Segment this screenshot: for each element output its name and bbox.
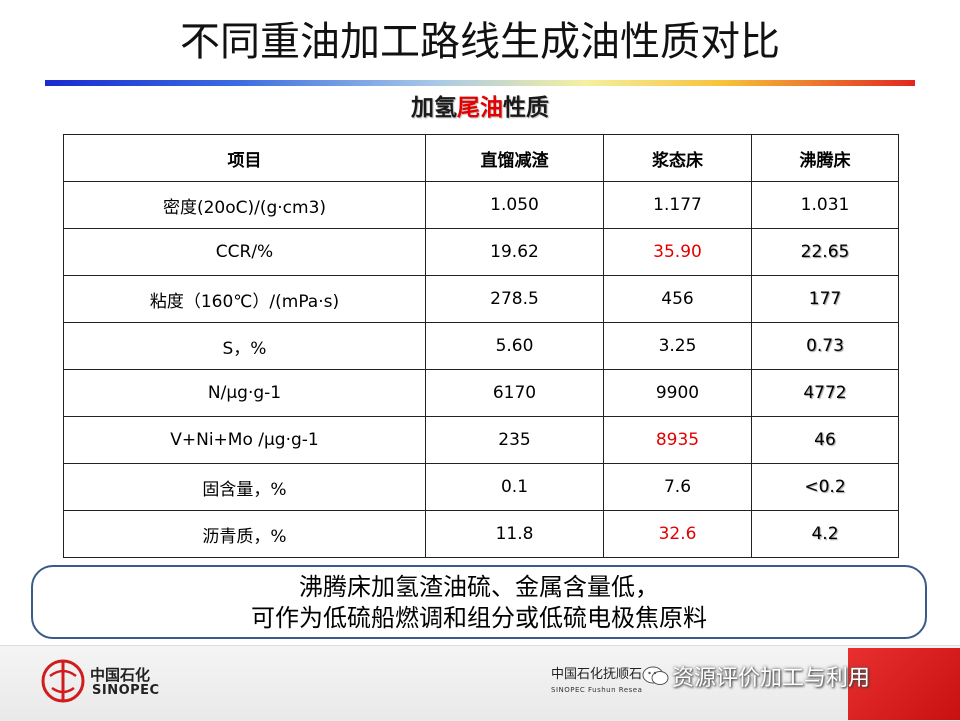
footer-red-corner (848, 648, 960, 720)
table-cell-emphasis: 46 (751, 416, 899, 464)
properties-table: 项目 直馏减渣 浆态床 沸腾床 密度(20oC)/(g·cm3) 1.050 1… (63, 134, 899, 558)
table-cell: 1.050 (425, 181, 604, 229)
table-row: V+Ni+Mo /μg·g-1 235 8935 46 (63, 416, 899, 464)
table-cell-emphasis: <0.2 (751, 463, 899, 511)
header-slurry-bed: 浆态床 (603, 134, 752, 182)
table-row: 沥青质，% 11.8 32.6 4.2 (63, 510, 899, 558)
table-cell: 1.177 (603, 181, 752, 229)
table-cell-emphasis: 4772 (751, 369, 899, 417)
table-cell: 9900 (603, 369, 752, 417)
logo-text-en: SINOPEC (92, 683, 160, 698)
table-cell-emphasis: 177 (751, 275, 899, 323)
table-cell: 11.8 (425, 510, 604, 558)
row-label: N/μg·g-1 (63, 369, 426, 417)
table-subtitle: 加氢尾油性质 (0, 91, 960, 125)
header-straight-run-vr: 直馏减渣 (425, 134, 604, 182)
table-cell-highlight: 32.6 (603, 510, 752, 558)
table-row: 密度(20oC)/(g·cm3) 1.050 1.177 1.031 (63, 181, 899, 229)
conclusion-line-1: 沸腾床加氢渣油硫、金属含量低， (299, 573, 659, 601)
row-label: 密度(20oC)/(g·cm3) (63, 181, 426, 229)
header-item: 项目 (63, 134, 426, 182)
table-cell: 5.60 (425, 322, 604, 370)
watermark-label: 资源评价加工与利用 (672, 666, 871, 691)
wechat-icon (642, 666, 669, 685)
row-label: V+Ni+Mo /μg·g-1 (63, 416, 426, 464)
sinopec-logo-icon (41, 659, 85, 703)
table-cell: 19.62 (425, 228, 604, 276)
title-divider (45, 80, 915, 86)
header-ebullated-bed: 沸腾床 (751, 134, 899, 182)
table-row: N/μg·g-1 6170 9900 4772 (63, 369, 899, 417)
row-label: 粘度（160℃）/(mPa·s) (63, 275, 426, 323)
row-label: 沥青质，% (63, 510, 426, 558)
conclusion-line-2: 可作为低硫船燃调和组分或低硫电极焦原料 (251, 604, 707, 632)
row-label: S，% (63, 322, 426, 370)
institute-name-cn: 中国石化抚顺石 (551, 667, 643, 682)
table-cell: 1.031 (751, 181, 899, 229)
subtitle-part3: 性质 (503, 95, 549, 121)
subtitle-part1: 加氢 (411, 95, 457, 121)
logo-text-cn: 中国石化 (90, 666, 151, 684)
table-cell: 3.25 (603, 322, 752, 370)
table-cell: 456 (603, 275, 752, 323)
table-cell-highlight: 35.90 (603, 228, 752, 276)
table-cell-emphasis: 0.73 (751, 322, 899, 370)
table-cell: 6170 (425, 369, 604, 417)
table-cell: 278.5 (425, 275, 604, 323)
row-label: CCR/% (63, 228, 426, 276)
table-header-row: 项目 直馏减渣 浆态床 沸腾床 (63, 134, 899, 182)
institute-name-en: SINOPEC Fushun Resea (551, 686, 643, 694)
table-row: S，% 5.60 3.25 0.73 (63, 322, 899, 370)
subtitle-highlight: 尾油 (457, 95, 503, 121)
table-cell: 7.6 (603, 463, 752, 511)
table-row: 粘度（160℃）/(mPa·s) 278.5 456 177 (63, 275, 899, 323)
table-row: 固含量，% 0.1 7.6 <0.2 (63, 463, 899, 511)
table-row: CCR/% 19.62 35.90 22.65 (63, 228, 899, 276)
table-cell: 235 (425, 416, 604, 464)
table-cell-emphasis: 4.2 (751, 510, 899, 558)
table-cell-highlight: 8935 (603, 416, 752, 464)
table-cell: 0.1 (425, 463, 604, 511)
row-label: 固含量，% (63, 463, 426, 511)
slide-title: 不同重油加工路线生成油性质对比 (180, 19, 780, 65)
table-cell-emphasis: 22.65 (751, 228, 899, 276)
footer-bar (0, 645, 960, 721)
conclusion-box: 沸腾床加氢渣油硫、金属含量低， 可作为低硫船燃调和组分或低硫电极焦原料 (31, 565, 927, 639)
watermark-text: 资源评价加工与利用 (632, 660, 870, 692)
